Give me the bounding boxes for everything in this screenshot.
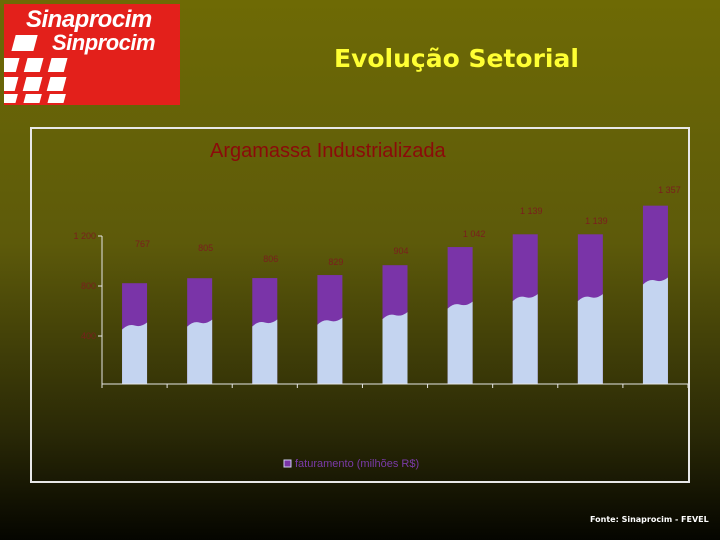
data-label: 829 <box>328 257 343 267</box>
y-tick-label: 800 <box>81 281 96 291</box>
logo-grid-icon <box>4 35 68 103</box>
logo-line-2: Sinprocim <box>52 30 156 55</box>
data-label: 1 139 <box>585 216 608 226</box>
data-label: 1 357 <box>658 185 681 195</box>
bar <box>642 205 668 384</box>
bar <box>317 275 343 384</box>
legend-swatch <box>283 459 292 468</box>
bar <box>512 234 538 384</box>
data-label: 904 <box>393 246 408 256</box>
data-label: 805 <box>198 243 213 253</box>
legend-label: faturamento (milhões R$) <box>295 458 419 470</box>
bar <box>382 265 408 384</box>
y-tick-label: 400 <box>81 331 96 341</box>
bar <box>447 247 473 384</box>
data-label: 767 <box>135 239 150 249</box>
source-note: Fonte: Sinaprocim - FEVEL <box>590 515 709 524</box>
chart-title: Argamassa Industrializada <box>210 140 446 162</box>
logo-line-1: Sinaprocim <box>26 6 152 33</box>
bar <box>122 283 148 384</box>
bar <box>577 234 603 384</box>
y-tick-label: 1 200 <box>73 231 96 241</box>
bar <box>187 278 213 384</box>
data-label: 1 042 <box>463 229 486 239</box>
bar <box>252 278 278 384</box>
sinaprocim-logo: Sinaprocim Sinprocim <box>4 4 180 105</box>
data-label: 806 <box>263 254 278 264</box>
slide-title: Evolução Setorial <box>334 44 579 73</box>
data-label: 1 139 <box>520 206 543 216</box>
chart-panel <box>30 127 690 483</box>
legend: faturamento (milhões R$) <box>283 458 419 470</box>
